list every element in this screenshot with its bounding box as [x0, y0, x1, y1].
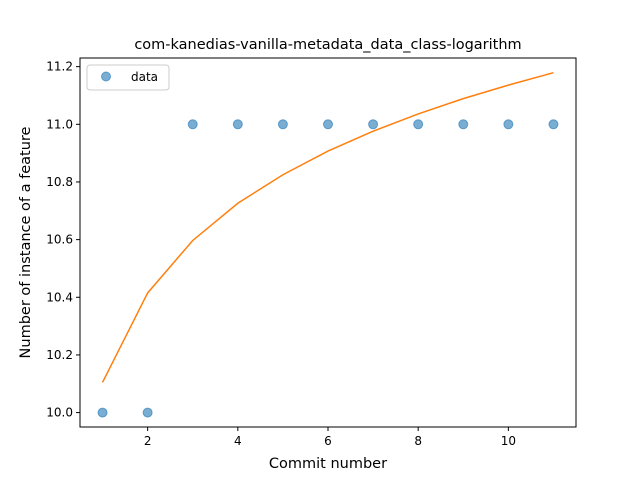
- axes-layer: 2 4 6 8 10 10.0 10.2 10.4 10.6 10.8 11.0 11.2: [46, 60, 516, 448]
- x-tick-label: 6: [324, 434, 332, 448]
- chart-title: com-kanedias-vanilla-metadata_data_class…: [134, 37, 521, 53]
- data-point: [413, 119, 424, 130]
- y-tick-label: 10.0: [46, 406, 73, 420]
- legend-box: [86, 64, 170, 91]
- fit-line: [101, 71, 554, 383]
- y-tick-label: 10.8: [46, 175, 73, 189]
- x-tick-label: 4: [234, 434, 242, 448]
- data-point: [458, 119, 469, 130]
- y-tick-label: 11.2: [46, 60, 73, 74]
- legend-label-data: data: [131, 70, 158, 84]
- data-point: [323, 119, 333, 130]
- legend-marker-data: [101, 71, 111, 82]
- x-tick-label: 8: [414, 434, 422, 448]
- data-point: [368, 119, 379, 130]
- data-point: [503, 119, 514, 130]
- plot-frame: [79, 57, 577, 428]
- data-point: [548, 119, 559, 130]
- y-tick-label: 10.4: [46, 290, 73, 304]
- data-point: [97, 407, 108, 418]
- y-tick-label: 10.2: [46, 348, 73, 362]
- x-axis-label: Commit number: [269, 456, 387, 472]
- data-point: [232, 119, 243, 130]
- series-layer: [97, 71, 559, 418]
- x-tick-label: 2: [144, 434, 152, 448]
- y-axis-label: Number of instance of a feature: [18, 126, 34, 358]
- legend: data: [86, 64, 170, 91]
- data-point: [277, 119, 288, 130]
- data-point: [187, 119, 198, 130]
- y-tick-label: 10.6: [46, 233, 73, 247]
- plot-area: [80, 58, 576, 427]
- x-tick-label: 10: [501, 434, 516, 448]
- data-point: [142, 407, 153, 418]
- y-tick-label: 11.0: [46, 117, 73, 131]
